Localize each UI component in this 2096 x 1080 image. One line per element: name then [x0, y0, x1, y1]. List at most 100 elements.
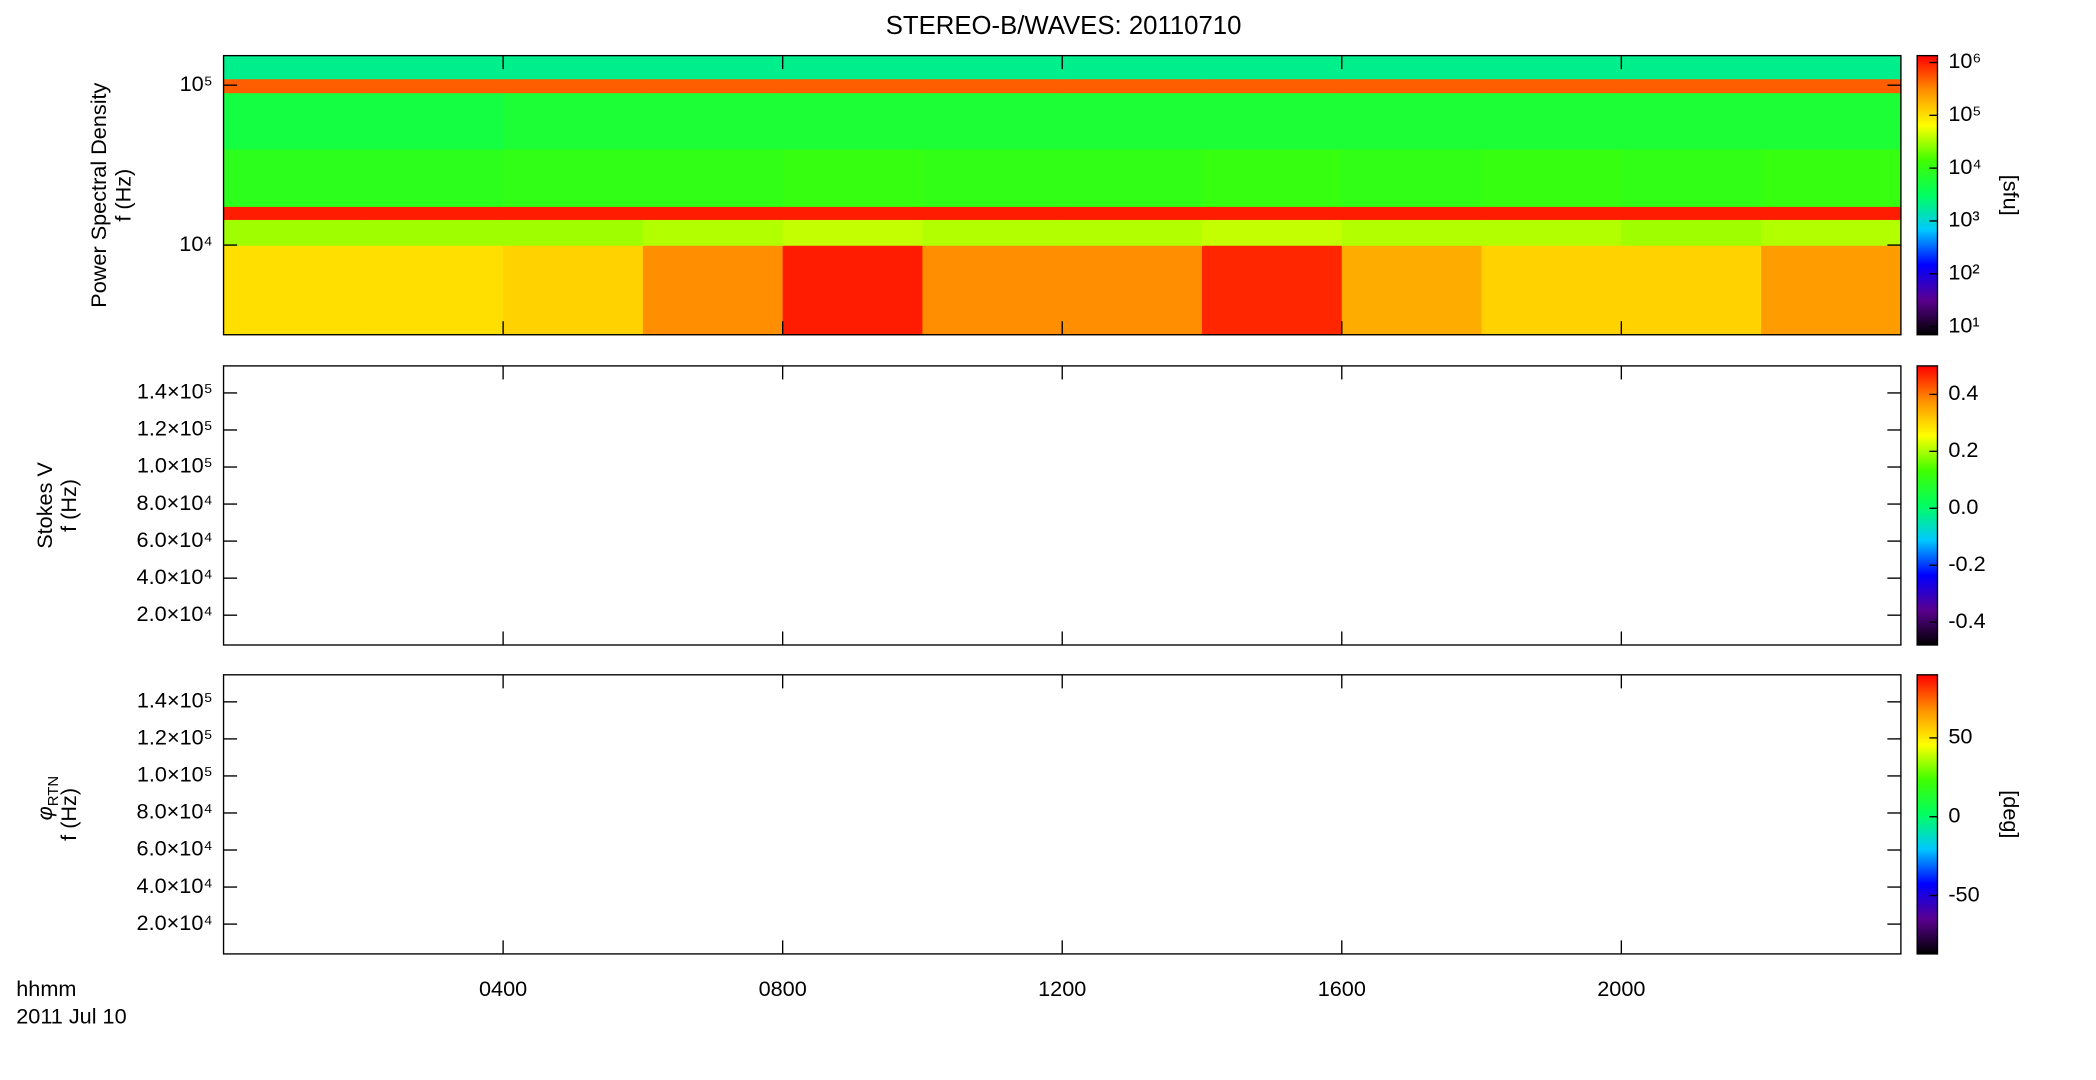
heatmap-cell: [363, 55, 504, 80]
x-tick-label: 2000: [1597, 976, 1645, 1001]
heatmap-cell: [1341, 245, 1483, 336]
heatmap-cell: [503, 206, 644, 220]
y-tick-label: 6.0×10⁴: [137, 836, 213, 861]
heatmap-cell: [503, 55, 644, 80]
y-tick-label: 6.0×10⁴: [137, 527, 213, 552]
y-axis-label: Stokes V: [32, 462, 57, 549]
heatmap-cell: [922, 206, 1063, 220]
heatmap-cell: [1481, 78, 1623, 94]
heatmap-cell: [1202, 219, 1343, 246]
heatmap-cell: [782, 55, 924, 80]
heatmap-cell: [223, 55, 365, 80]
heatmap-cell: [1341, 92, 1483, 150]
heatmap-cell: [1062, 206, 1203, 220]
heatmap-cell: [1062, 219, 1203, 246]
heatmap-cell: [1761, 78, 1902, 94]
heatmap-cell: [1481, 245, 1623, 336]
heatmap-cell: [1761, 92, 1902, 150]
heatmap-cell: [1341, 206, 1483, 220]
heatmap-cell: [782, 78, 924, 94]
heatmap-cell: [1761, 245, 1902, 336]
heatmap-cell: [223, 206, 365, 220]
heatmap-cell: [1761, 55, 1902, 80]
heatmap-cell: [1621, 148, 1762, 207]
heatmap-cell: [782, 206, 924, 220]
heatmap-cell: [922, 55, 1063, 80]
y-tick-label: 4.0×10⁴: [137, 564, 213, 589]
colorbar-tick-label: 10⁴: [1948, 154, 1981, 179]
heatmap-cell: [223, 92, 365, 150]
y-axis-label-subscript: RTN: [46, 776, 62, 806]
heatmap-cell: [1761, 219, 1902, 246]
heatmap-cell: [642, 245, 784, 336]
heatmap-cell: [1341, 78, 1483, 94]
heatmap-cell: [1202, 78, 1343, 94]
heatmap-cell: [1481, 148, 1623, 207]
colorbar-tick-label: 0.2: [1948, 437, 1978, 462]
heatmap-cell: [363, 148, 504, 207]
heatmap-cell: [1062, 55, 1203, 80]
colorbar-tick-label: -50: [1948, 881, 1979, 906]
colorbar-tick-label: 10⁵: [1948, 101, 1981, 126]
heatmap-cell: [922, 148, 1063, 207]
heatmap-cell: [1761, 206, 1902, 220]
y-tick-label: 1.0×10⁵: [137, 453, 213, 478]
heatmap-cell: [363, 206, 504, 220]
y-tick-label: 4.0×10⁴: [137, 873, 213, 898]
heatmap-cell: [922, 78, 1063, 94]
heatmap-cell: [223, 78, 365, 94]
colorbar: [1916, 674, 1939, 955]
heatmap-cell: [1341, 219, 1483, 246]
heatmap-cell: [503, 245, 644, 336]
colorbar-tick-label: 10⁶: [1948, 48, 1981, 73]
y-tick-label: 8.0×10⁴: [137, 490, 213, 515]
heatmap-cell: [782, 245, 924, 336]
heatmap-cell: [1621, 78, 1762, 94]
heatmap-cell: [642, 148, 784, 207]
plot-frame: [222, 365, 1902, 646]
x-tick-label: 1200: [1038, 976, 1086, 1001]
date-label: 2011 Jul 10: [16, 1003, 126, 1028]
y-tick-label: 1.4×10⁵: [137, 688, 213, 713]
y-axis-unit: f (Hz): [110, 169, 135, 222]
heatmap-cell: [223, 148, 365, 207]
heatmap-cell: [223, 219, 365, 246]
heatmap-cell: [1621, 219, 1762, 246]
colorbar-tick-label: 50: [1948, 724, 1972, 749]
heatmap-cell: [503, 148, 644, 207]
colorbar-label: [deg]: [1999, 790, 2024, 838]
colorbar-tick-label: 10³: [1948, 207, 1979, 232]
heatmap-cell: [1202, 245, 1343, 336]
y-axis-label-symbol: φ: [32, 806, 57, 820]
heatmap-cell: [642, 78, 784, 94]
heatmap-cell: [1062, 78, 1203, 94]
heatmap-cell: [1341, 148, 1483, 207]
y-tick-label: 2.0×10⁴: [137, 910, 213, 935]
y-tick-label: 1.0×10⁵: [137, 762, 213, 787]
heatmap-cell: [1481, 219, 1623, 246]
colorbar-tick-label: 0.4: [1948, 380, 1978, 405]
heatmap-cell: [782, 219, 924, 246]
colorbar-tick-label: 0.0: [1948, 494, 1978, 519]
colorbar-tick-label: 10²: [1948, 259, 1979, 284]
heatmap-cell: [1202, 148, 1343, 207]
heatmap-cell: [1621, 245, 1762, 336]
heatmap-cell: [1062, 92, 1203, 150]
y-tick-label: 1.2×10⁵: [137, 725, 213, 750]
heatmap-cell: [223, 245, 365, 336]
y-tick-label: 1.2×10⁵: [137, 416, 213, 441]
heatmap-cell: [503, 78, 644, 94]
y-tick-label: 8.0×10⁴: [137, 799, 213, 824]
heatmap-cell: [1761, 148, 1902, 207]
heatmap-cell: [922, 219, 1063, 246]
x-tick-label: 1600: [1318, 976, 1366, 1001]
heatmap-cell: [1621, 206, 1762, 220]
heatmap-cell: [1481, 92, 1623, 150]
colorbar-tick-label: 10¹: [1948, 312, 1979, 337]
heatmap-cell: [642, 92, 784, 150]
heatmap-cell: [1202, 92, 1343, 150]
heatmap-cell: [1341, 55, 1483, 80]
heatmap-cell: [1621, 55, 1762, 80]
y-axis-unit: f (Hz): [56, 479, 81, 532]
